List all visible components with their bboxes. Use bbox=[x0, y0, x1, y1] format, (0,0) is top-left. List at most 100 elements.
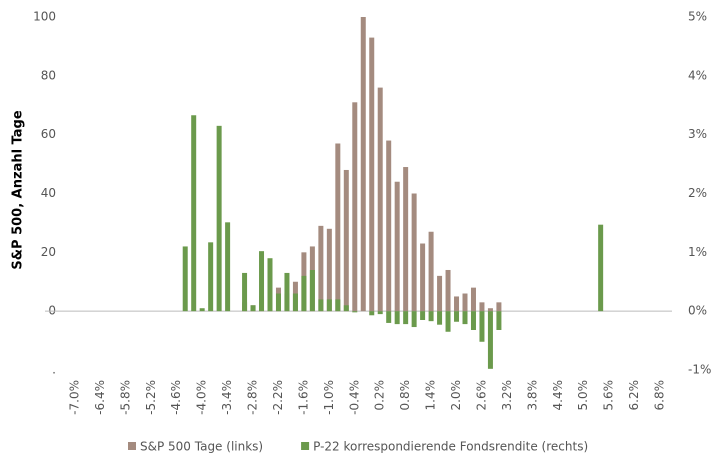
bar bbox=[335, 143, 341, 312]
x-tick-label: -1.0% bbox=[322, 380, 336, 415]
bar bbox=[182, 246, 188, 312]
y2-tick-label: 4% bbox=[688, 68, 707, 82]
x-tick-label: 5.6% bbox=[602, 380, 616, 411]
x-tick-label: -5.8% bbox=[118, 380, 132, 415]
bar bbox=[335, 299, 341, 312]
bar bbox=[225, 222, 231, 312]
x-tick-label: 1.4% bbox=[424, 380, 438, 411]
bar bbox=[377, 87, 383, 312]
legend-swatch bbox=[128, 442, 136, 450]
bar bbox=[437, 311, 443, 325]
bar bbox=[470, 311, 476, 330]
bar bbox=[301, 275, 307, 312]
x-tick-label: 0.8% bbox=[398, 380, 412, 411]
x-tick-label: 3.2% bbox=[500, 380, 514, 411]
y2-tick-label: 1% bbox=[688, 245, 707, 259]
x-tick-label: -4.0% bbox=[195, 380, 209, 415]
x-tick-label: -6.4% bbox=[93, 380, 107, 415]
bar bbox=[462, 311, 468, 325]
bar bbox=[242, 272, 248, 312]
bar bbox=[394, 181, 400, 312]
bar bbox=[377, 311, 383, 315]
bar bbox=[479, 311, 485, 342]
y-tick-label: 40 bbox=[41, 186, 56, 200]
legend-swatch bbox=[301, 442, 310, 450]
bar bbox=[411, 311, 417, 328]
bar bbox=[292, 293, 298, 312]
x-tick-label: 0.2% bbox=[373, 380, 387, 411]
y2-tick-label: 2% bbox=[688, 186, 707, 200]
bar bbox=[454, 296, 460, 312]
x-tick-label: -2.2% bbox=[271, 380, 285, 415]
bar bbox=[445, 269, 451, 312]
bar bbox=[462, 293, 468, 312]
y-tick-label: 20 bbox=[41, 245, 56, 259]
bar bbox=[352, 311, 358, 313]
bar bbox=[360, 17, 366, 312]
y-tick-label: 60 bbox=[41, 127, 56, 141]
bar bbox=[386, 311, 392, 323]
bar bbox=[403, 167, 409, 312]
bar bbox=[445, 311, 451, 332]
y-axis-title: S&P 500, Anzahl Tage bbox=[11, 110, 26, 270]
bar bbox=[250, 305, 256, 312]
bar bbox=[411, 193, 417, 312]
x-tick-label: -7.0% bbox=[68, 380, 82, 415]
bar bbox=[386, 140, 392, 312]
bar bbox=[284, 272, 290, 312]
bar bbox=[454, 311, 460, 322]
y2-tick-label: 0% bbox=[688, 304, 707, 318]
y2-tick-label: -1% bbox=[688, 363, 711, 377]
y-tick-label: 100 bbox=[33, 10, 56, 24]
x-tick-label: 6.8% bbox=[653, 380, 667, 411]
bar bbox=[496, 311, 502, 330]
bar bbox=[479, 302, 485, 312]
bar bbox=[343, 305, 349, 312]
bar bbox=[267, 258, 273, 312]
bar bbox=[428, 231, 434, 312]
bar bbox=[428, 311, 434, 322]
bar bbox=[470, 287, 476, 312]
x-tick-label: -3.4% bbox=[220, 380, 234, 415]
bar bbox=[403, 311, 409, 325]
x-tick-label: 5.0% bbox=[576, 380, 590, 411]
bar bbox=[487, 308, 493, 312]
bar bbox=[191, 115, 197, 312]
y2-tick-label: 5% bbox=[688, 10, 707, 24]
y-tick-label: . bbox=[52, 363, 56, 377]
x-tick-label: -0.4% bbox=[347, 380, 361, 415]
legend-label: S&P 500 Tage (links) bbox=[140, 440, 263, 454]
y2-tick-label: 3% bbox=[688, 127, 707, 141]
bar bbox=[343, 169, 349, 312]
x-tick-label: 2.6% bbox=[474, 380, 488, 411]
bar bbox=[216, 125, 222, 312]
legend-label: P-22 korrespondierende Fondsrendite (rec… bbox=[313, 440, 588, 454]
bar bbox=[420, 243, 426, 312]
bar bbox=[496, 302, 502, 312]
x-tick-label: 6.2% bbox=[627, 380, 641, 411]
bar bbox=[369, 37, 375, 312]
x-tick-label: -4.6% bbox=[169, 380, 183, 415]
x-tick-label: 3.8% bbox=[525, 380, 539, 411]
bar bbox=[208, 242, 214, 312]
y-tick-label: 80 bbox=[41, 68, 56, 82]
bar bbox=[369, 311, 375, 316]
bar bbox=[318, 299, 324, 312]
x-tick-label: -2.8% bbox=[246, 380, 260, 415]
bar bbox=[598, 224, 604, 312]
bar bbox=[394, 311, 400, 325]
x-tick-label: -5.2% bbox=[144, 380, 158, 415]
bar bbox=[352, 102, 358, 312]
bar bbox=[437, 275, 443, 312]
bar bbox=[309, 269, 315, 312]
x-tick-label: -1.6% bbox=[296, 380, 310, 415]
bar bbox=[199, 308, 205, 312]
bar bbox=[259, 251, 265, 312]
bar bbox=[420, 311, 426, 320]
bar bbox=[326, 228, 332, 312]
bar bbox=[326, 299, 332, 312]
x-tick-label: 4.4% bbox=[551, 380, 565, 411]
x-tick-label: 2.0% bbox=[449, 380, 463, 411]
bar bbox=[275, 293, 281, 312]
